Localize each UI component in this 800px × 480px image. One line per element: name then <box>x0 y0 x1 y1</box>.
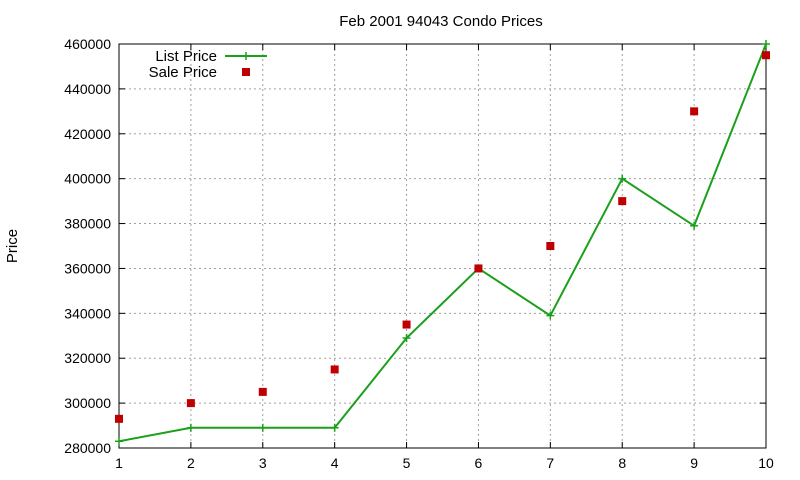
list-price-point <box>762 40 770 48</box>
chart-title: Feb 2001 94043 Condo Prices <box>339 13 542 30</box>
y-tick-label: 380000 <box>64 216 111 232</box>
x-tick-label: 3 <box>259 455 267 471</box>
y-tick-label: 340000 <box>64 305 111 321</box>
sale-price-point <box>546 242 555 250</box>
sale-price-point <box>186 399 195 408</box>
sale-price-point <box>258 387 267 396</box>
y-tick-label: 300000 <box>64 395 111 411</box>
series <box>115 40 770 446</box>
legend-marker-list-price <box>242 52 250 60</box>
grid <box>119 44 766 448</box>
list-price-point <box>690 221 699 230</box>
y-tick-label: 440000 <box>64 81 111 97</box>
x-tick-label: 5 <box>403 455 411 471</box>
plot-frame <box>118 43 767 449</box>
y-tick-label: 280000 <box>64 440 111 456</box>
legend-marker-sale-price <box>242 68 250 76</box>
legend-label-sale-price: Sale Price <box>149 64 217 81</box>
sale-price-point <box>330 365 339 374</box>
list-price-point <box>330 423 339 432</box>
list-price-point <box>402 334 411 343</box>
sale-price-point <box>690 107 699 116</box>
x-tick-label: 4 <box>331 455 339 471</box>
list-price-point <box>546 311 555 320</box>
sale-price-point <box>402 320 411 329</box>
x-tick-label: 10 <box>758 455 774 471</box>
x-axis-ticks: 1 2 3 4 5 6 7 8 9 10 <box>115 44 774 471</box>
list-price-point <box>258 423 267 432</box>
x-tick-label: 9 <box>690 455 698 471</box>
x-tick-label: 2 <box>187 455 195 471</box>
x-tick-label: 6 <box>475 455 483 471</box>
list-price-line <box>118 43 767 443</box>
y-axis-ticks: 280000 300000 320000 340000 360000 380000 4000… <box>64 36 766 456</box>
sale-price-point <box>618 197 627 206</box>
y-tick-label: 460000 <box>64 36 111 52</box>
y-tick-label: 320000 <box>64 350 111 366</box>
list-price-point <box>186 423 195 432</box>
y-tick-label: 360000 <box>64 260 111 276</box>
sale-price-point <box>115 414 123 423</box>
list-price-point <box>115 437 123 446</box>
y-tick-label: 400000 <box>64 171 111 187</box>
legend-label-list-price: List Price <box>155 48 217 65</box>
y-axis-label: Price <box>4 229 21 263</box>
y-tick-label: 420000 <box>64 126 111 142</box>
sale-price-point <box>762 51 770 60</box>
list-price-point <box>618 174 627 183</box>
x-tick-label: 8 <box>618 455 626 471</box>
x-tick-label: 1 <box>115 455 123 471</box>
x-tick-label: 7 <box>546 455 554 471</box>
sale-price-point <box>474 264 483 273</box>
